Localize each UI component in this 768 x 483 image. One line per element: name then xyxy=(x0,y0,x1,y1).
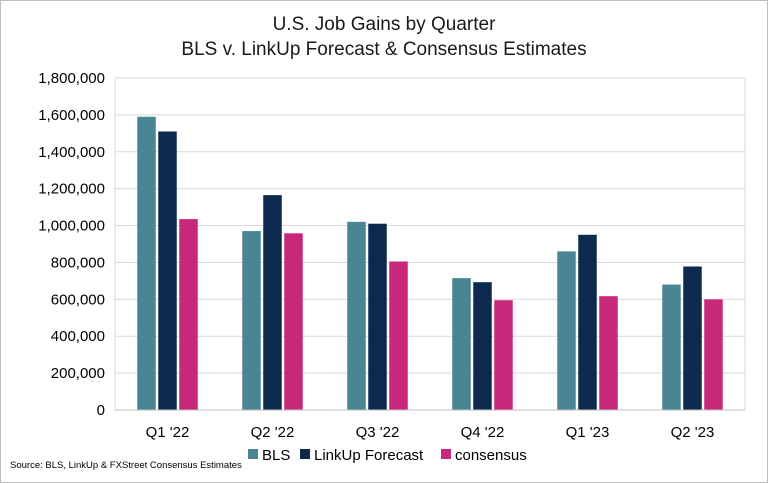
legend-swatch-bls xyxy=(248,449,258,459)
legend-swatch-linkup-forecast xyxy=(300,449,310,459)
bar-bls-0 xyxy=(137,116,156,410)
legend: BLS LinkUp Forecast consensus xyxy=(248,447,527,464)
bar-linkup-forecast-0 xyxy=(158,131,177,410)
y-tick-label: 1,800,000 xyxy=(38,70,105,87)
x-category-label: Q4 '22 xyxy=(461,424,505,441)
bar-bls-1 xyxy=(242,231,261,410)
y-tick-label: 400,000 xyxy=(51,328,105,345)
bar-linkup-forecast-4 xyxy=(578,234,597,410)
y-tick-label: 1,400,000 xyxy=(38,144,105,161)
bar-bls-5 xyxy=(662,284,681,410)
bar-linkup-forecast-5 xyxy=(683,266,702,410)
x-category-label: Q1 '22 xyxy=(146,424,190,441)
source-note: Source: BLS, LinkUp & FXStreet Consensus… xyxy=(10,460,242,471)
x-category-label: Q1 '23 xyxy=(566,424,610,441)
bars xyxy=(137,116,723,410)
legend-swatch-consensus xyxy=(441,449,451,459)
y-tick-label: 1,000,000 xyxy=(38,218,105,235)
x-category-label: Q2 '23 xyxy=(671,424,715,441)
plot-area-border xyxy=(114,77,746,411)
x-category-label: Q2 '22 xyxy=(251,424,295,441)
bar-linkup-forecast-1 xyxy=(263,195,282,410)
bar-consensus-4 xyxy=(599,296,618,410)
bar-consensus-1 xyxy=(284,233,303,410)
gridlines xyxy=(114,77,746,411)
y-tick-label: 800,000 xyxy=(51,254,105,271)
legend-label: LinkUp Forecast xyxy=(314,447,424,464)
bar-bls-4 xyxy=(557,251,576,410)
y-axis-ticks: 0 200,000 400,000 600,000 800,000 1,000,000 1,… xyxy=(38,70,105,419)
bar-consensus-3 xyxy=(494,300,513,410)
bar-linkup-forecast-3 xyxy=(473,282,492,410)
y-tick-label: 200,000 xyxy=(51,365,105,382)
y-tick-label: 1,600,000 xyxy=(38,107,105,124)
x-category-label: Q3 '22 xyxy=(356,424,400,441)
legend-label: consensus xyxy=(455,447,527,464)
bar-consensus-0 xyxy=(179,219,198,410)
x-axis-categories: Q1 '22 Q2 '22 Q3 '22 Q4 '22 Q1 '23 Q2 '23 xyxy=(146,424,715,441)
y-tick-label: 0 xyxy=(97,402,105,419)
bar-bls-3 xyxy=(452,278,471,410)
bar-consensus-2 xyxy=(389,261,408,410)
bar-linkup-forecast-2 xyxy=(368,223,387,410)
legend-label: BLS xyxy=(262,447,290,464)
chart-subtitle: BLS v. LinkUp Forecast & Consensus Estim… xyxy=(181,39,586,60)
bar-consensus-5 xyxy=(704,299,723,410)
chart-title: U.S. Job Gains by Quarter xyxy=(273,14,496,35)
bar-bls-2 xyxy=(347,221,366,410)
y-tick-label: 600,000 xyxy=(51,291,105,308)
y-tick-label: 1,200,000 xyxy=(38,181,105,198)
